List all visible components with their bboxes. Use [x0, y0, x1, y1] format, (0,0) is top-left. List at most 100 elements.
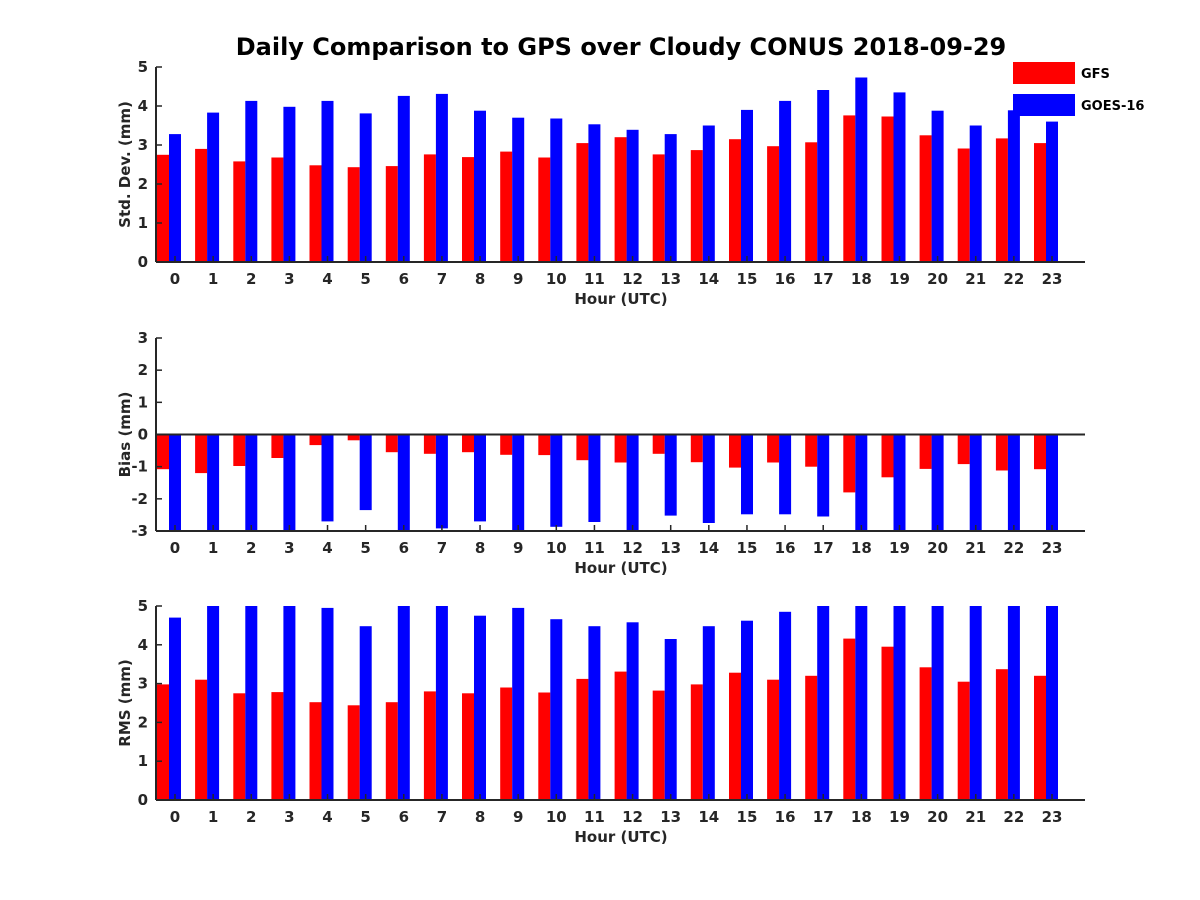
bar-goes-16-hour-1: [207, 112, 220, 262]
x-tick-label: 2: [246, 270, 256, 288]
series-goes-16: [169, 434, 1058, 531]
bar-gfs-hour-23: [1034, 434, 1046, 470]
bar-gfs-hour-0: [157, 684, 169, 800]
bar-gfs-hour-4: [309, 434, 322, 446]
bar-gfs-hour-21: [957, 148, 970, 262]
bar-goes-16-hour-13: [664, 639, 677, 800]
bar-goes-16-hour-17: [817, 434, 830, 517]
bar-goes-16-hour-11: [588, 124, 601, 262]
bar-gfs-hour-18: [843, 638, 856, 800]
bar-goes-16-hour-23: [1046, 121, 1058, 262]
bar-goes-16-hour-20: [931, 110, 944, 262]
bar-gfs-hour-11: [576, 143, 589, 262]
x-tick-label: 19: [889, 539, 910, 557]
x-tick-label: 2: [246, 539, 256, 557]
x-tick-label: 18: [851, 808, 872, 826]
x-tick-label: 22: [1003, 808, 1024, 826]
bar-gfs-hour-12: [614, 434, 627, 463]
y-tick-label: -1: [131, 458, 148, 476]
bar-goes-16-hour-6: [397, 95, 410, 263]
bar-gfs-hour-16: [767, 146, 780, 262]
x-tick-label: 9: [513, 270, 523, 288]
bar-gfs-hour-9: [500, 434, 513, 455]
x-tick-label: 21: [965, 808, 986, 826]
bar-goes-16-hour-18: [855, 434, 868, 531]
bar-gfs-hour-9: [500, 687, 513, 800]
x-tick-label: 14: [698, 270, 719, 288]
y-tick-label: -3: [131, 522, 148, 540]
bar-gfs-hour-11: [576, 678, 589, 800]
bar-gfs-hour-22: [995, 669, 1008, 800]
bar-goes-16-hour-9: [512, 607, 525, 800]
bar-goes-16-hour-3: [283, 606, 296, 800]
bar-gfs-hour-7: [423, 434, 436, 454]
x-tick-label: 0: [170, 270, 180, 288]
x-tick-label: 7: [437, 808, 447, 826]
series-gfs: [157, 434, 1046, 493]
y-tick-label: 1: [138, 214, 148, 232]
bar-gfs-hour-8: [462, 693, 474, 800]
bar-gfs-hour-6: [385, 702, 398, 800]
bar-goes-16-hour-9: [512, 434, 525, 531]
bar-gfs-hour-15: [729, 139, 741, 262]
x-tick-label: 23: [1042, 808, 1063, 826]
figure-title: Daily Comparison to GPS over Cloudy CONU…: [236, 33, 1007, 61]
bar-goes-16-hour-22: [1007, 110, 1020, 262]
x-tick-label: 7: [437, 270, 447, 288]
bar-goes-16-hour-21: [969, 125, 982, 262]
bar-gfs-hour-3: [271, 692, 284, 800]
x-tick-label: 10: [546, 270, 567, 288]
bar-goes-16-hour-12: [626, 434, 639, 531]
bar-gfs-hour-16: [767, 434, 780, 463]
bar-goes-16-hour-3: [283, 434, 296, 531]
legend-swatch-gfs: [1013, 62, 1075, 84]
bar-goes-16-hour-7: [435, 434, 448, 529]
bar-gfs-hour-23: [1034, 143, 1046, 262]
bar-gfs-hour-1: [195, 434, 208, 474]
bar-gfs-hour-4: [309, 165, 322, 262]
bar-gfs-hour-17: [805, 675, 818, 800]
bar-goes-16-hour-15: [741, 620, 753, 800]
bar-goes-16-hour-3: [283, 106, 296, 262]
bar-goes-16-hour-14: [702, 626, 715, 800]
bar-goes-16-hour-17: [817, 90, 830, 262]
bar-goes-16-hour-14: [702, 125, 715, 262]
x-tick-label: 3: [284, 808, 294, 826]
bar-goes-16-hour-5: [359, 434, 372, 511]
bar-goes-16-hour-8: [474, 615, 486, 800]
bar-gfs-hour-21: [957, 681, 970, 800]
bar-goes-16-hour-23: [1046, 434, 1058, 531]
bar-goes-16-hour-16: [779, 100, 792, 263]
x-tick-label: 1: [208, 270, 218, 288]
y-tick-label: 3: [138, 675, 148, 693]
bar-goes-16-hour-13: [664, 134, 677, 262]
x-tick-label: 1: [208, 808, 218, 826]
bar-goes-16-hour-19: [893, 434, 906, 531]
series-goes-16: [169, 606, 1058, 800]
bar-goes-16-hour-8: [474, 434, 486, 522]
bar-goes-16-hour-16: [779, 434, 792, 515]
bar-goes-16-hour-13: [664, 434, 677, 516]
bar-gfs-hour-18: [843, 434, 856, 493]
bar-gfs-hour-19: [881, 116, 894, 262]
bar-gfs-hour-16: [767, 679, 780, 800]
y-tick-label: 0: [138, 426, 148, 444]
bar-gfs-hour-12: [614, 137, 627, 262]
bar-gfs-hour-20: [919, 667, 932, 800]
x-tick-label: 8: [475, 270, 485, 288]
bar-gfs-hour-6: [385, 434, 398, 453]
bar-goes-16-hour-4: [321, 100, 334, 263]
x-tick-label: 5: [360, 270, 370, 288]
bar-goes-16-hour-0: [169, 134, 181, 262]
x-tick-label: 12: [622, 270, 643, 288]
x-tick-label: 22: [1003, 270, 1024, 288]
bar-goes-16-hour-19: [893, 92, 906, 263]
x-tick-label: 20: [927, 539, 948, 557]
bar-gfs-hour-1: [195, 679, 208, 800]
series-gfs: [157, 638, 1046, 800]
bar-goes-16-hour-22: [1007, 434, 1020, 531]
x-tick-label: 3: [284, 539, 294, 557]
x-tick-label: 0: [170, 808, 180, 826]
